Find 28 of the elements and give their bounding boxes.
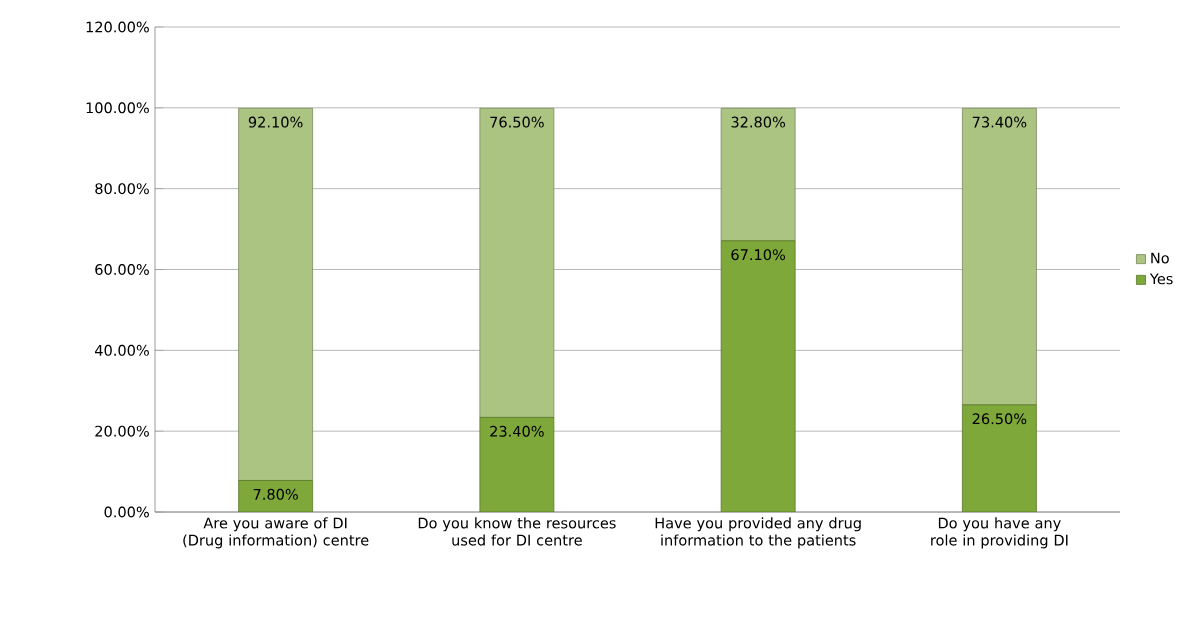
y-tick-label: 40.00% [95, 344, 149, 356]
data-label: 7.80% [253, 488, 298, 500]
bar [479, 107, 555, 418]
bar [961, 107, 1037, 406]
bar [238, 107, 314, 481]
y-tick-label: 60.00% [95, 264, 149, 276]
y-tick-label: 100.00% [86, 102, 149, 114]
y-tick-label: 120.00% [86, 21, 149, 33]
data-label: 67.10% [731, 249, 786, 261]
x-tick-label: Do you have any role in providing DI [931, 517, 1068, 549]
y-tick-label: 0.00% [104, 506, 149, 518]
bar [479, 417, 555, 512]
data-label: 26.50% [972, 413, 1027, 425]
x-tick-label: Have you provided any drug information to the patients [655, 517, 861, 549]
bar [720, 240, 796, 512]
data-label: 92.10% [248, 116, 303, 128]
bar [720, 107, 796, 242]
y-tick-label: 20.00% [95, 425, 149, 437]
legend-label: No [1151, 252, 1169, 264]
data-label: 73.40% [972, 116, 1027, 128]
data-label: 32.80% [731, 116, 786, 128]
x-tick-label: Are you aware of DI (Drug information) centre [183, 517, 369, 549]
legend-label: Yes [1149, 273, 1173, 285]
data-label: 23.40% [490, 425, 544, 437]
y-tick-label: 80.00% [95, 183, 149, 195]
bar [961, 404, 1037, 512]
x-tick-label: Do you know the resources used for DI centre [418, 517, 616, 546]
data-label: 76.50% [490, 116, 544, 128]
